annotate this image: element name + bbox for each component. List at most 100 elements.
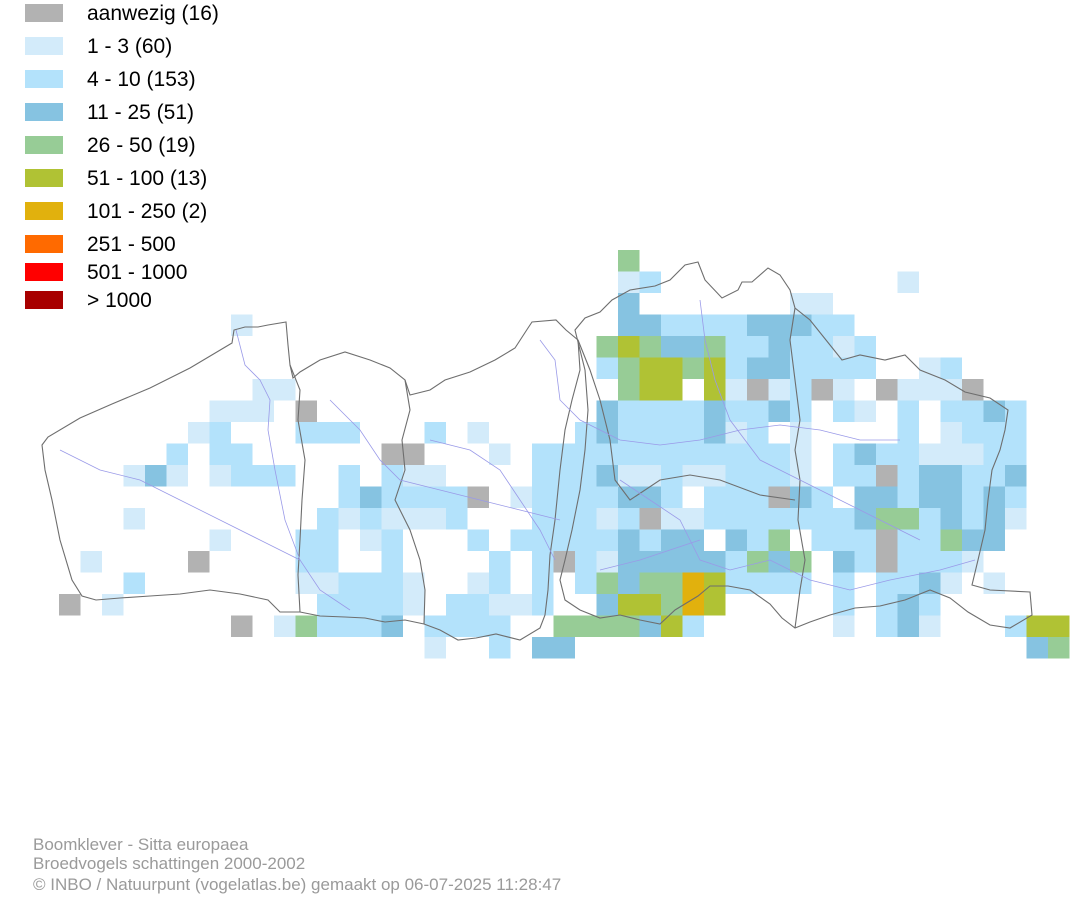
grid-cell — [596, 357, 618, 379]
grid-cell — [962, 379, 984, 401]
grid-cell — [811, 314, 833, 336]
grid-cell — [446, 594, 468, 616]
grid-cell — [596, 572, 618, 594]
grid-cell — [575, 529, 597, 551]
grid-cell — [618, 615, 640, 637]
grid-cell — [1005, 615, 1027, 637]
grid-cell — [489, 637, 511, 659]
grid-cell — [1026, 615, 1048, 637]
grid-cell — [1005, 422, 1027, 444]
grid-cell — [768, 572, 790, 594]
grid-cell — [768, 379, 790, 401]
grid-cell — [833, 379, 855, 401]
grid-cell — [897, 572, 919, 594]
grid-cell — [854, 551, 876, 573]
grid-cell — [768, 336, 790, 358]
grid-cell — [596, 615, 618, 637]
grid-cell — [317, 529, 339, 551]
legend-swatch — [25, 235, 63, 253]
grid-cell — [833, 465, 855, 487]
grid-cell — [682, 529, 704, 551]
grid-cell — [768, 529, 790, 551]
province-boundary — [577, 339, 796, 501]
grid-cell — [983, 400, 1005, 422]
legend-label: 11 - 25 (51) — [87, 101, 194, 124]
grid-cell — [596, 508, 618, 530]
grid-cell — [231, 443, 253, 465]
grid-cell — [768, 508, 790, 530]
grid-cell — [252, 400, 274, 422]
grid-cell — [833, 443, 855, 465]
grid-cell — [983, 443, 1005, 465]
grid-cell — [231, 615, 253, 637]
grid-cell — [790, 293, 812, 315]
grid-cell — [188, 551, 210, 573]
grid-cell — [790, 465, 812, 487]
grid-cell — [446, 615, 468, 637]
grid-cell — [639, 271, 661, 293]
credit-dataset: Broedvogels schattingen 2000-2002 — [33, 854, 305, 873]
river — [429, 439, 556, 561]
legend-label: 4 - 10 (153) — [87, 68, 196, 91]
grid-cell — [682, 508, 704, 530]
grid-cell — [940, 422, 962, 444]
grid-cell — [639, 572, 661, 594]
grid-cell — [403, 486, 425, 508]
grid-cell — [231, 400, 253, 422]
grid-cell — [962, 486, 984, 508]
grid-cell — [940, 443, 962, 465]
grid-cell — [682, 422, 704, 444]
grid-cell — [661, 379, 683, 401]
grid-cell — [940, 486, 962, 508]
grid-cell — [897, 508, 919, 530]
grid-cell — [747, 336, 769, 358]
credit-source: © INBO / Natuurpunt (vogelatlas.be) gema… — [33, 875, 561, 894]
grid-cell — [553, 615, 575, 637]
grid-cell — [510, 529, 532, 551]
grid-cell — [962, 422, 984, 444]
grid-cell — [618, 271, 640, 293]
grid-cell — [532, 465, 554, 487]
grid-cell — [661, 422, 683, 444]
grid-cell — [747, 357, 769, 379]
grid-cell — [424, 508, 446, 530]
grid-cell — [790, 422, 812, 444]
grid-cell — [919, 529, 941, 551]
grid-cell — [553, 508, 575, 530]
legend-label: 101 - 250 (2) — [87, 200, 207, 223]
grid-cell — [682, 400, 704, 422]
grid-cell — [876, 551, 898, 573]
grid-cell — [747, 400, 769, 422]
grid-cell — [618, 379, 640, 401]
grid-cell — [1048, 637, 1070, 659]
grid-cell — [682, 336, 704, 358]
grid-cell — [747, 422, 769, 444]
grid-cell — [897, 594, 919, 616]
grid-cell — [897, 465, 919, 487]
grid-cell — [59, 594, 81, 616]
grid-cell — [381, 465, 403, 487]
grid-cell — [403, 465, 425, 487]
legend-label: 26 - 50 (19) — [87, 134, 196, 157]
grid-cell — [618, 336, 640, 358]
grid-cell — [661, 615, 683, 637]
grid-cell — [575, 508, 597, 530]
grid-cell — [897, 551, 919, 573]
grid-cell — [811, 379, 833, 401]
grid-cell — [661, 357, 683, 379]
grid-cell — [532, 443, 554, 465]
grid-cell — [338, 572, 360, 594]
grid-cell — [919, 465, 941, 487]
grid-cell — [360, 508, 382, 530]
grid-cell — [833, 508, 855, 530]
grid-cell — [897, 486, 919, 508]
legend-swatch — [25, 4, 63, 22]
grid-cell — [768, 443, 790, 465]
grid-cell — [919, 615, 941, 637]
grid-cell — [274, 379, 296, 401]
grid-cells — [59, 250, 1070, 659]
grid-cell — [338, 486, 360, 508]
grid-cell — [919, 379, 941, 401]
grid-cell — [897, 400, 919, 422]
grid-cell — [919, 508, 941, 530]
